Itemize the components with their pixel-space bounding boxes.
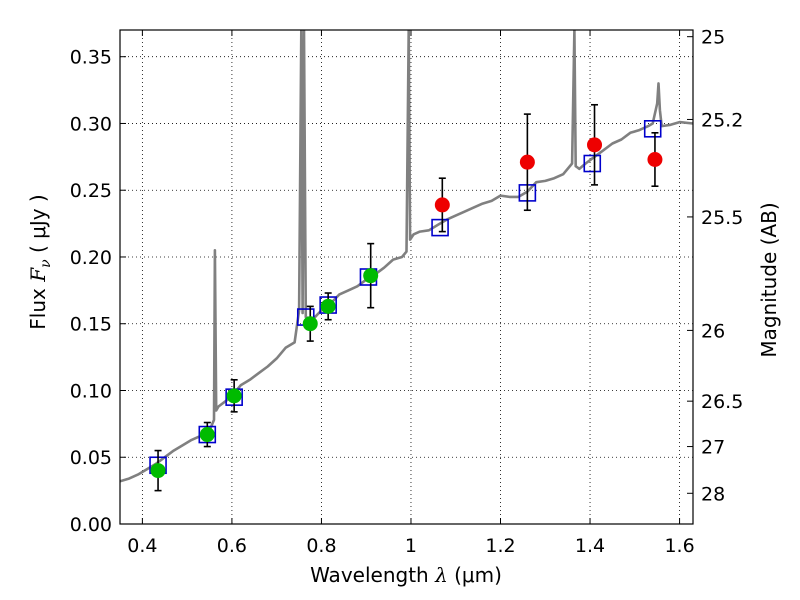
right-tick-label: 26 xyxy=(701,320,725,342)
right-tick-label: 27 xyxy=(701,437,725,459)
x-tick-label: 0.8 xyxy=(306,535,336,557)
spectrum-line xyxy=(120,30,693,483)
plot-area xyxy=(120,30,693,492)
model-square-marker xyxy=(583,154,602,173)
x-tick-label: 1.2 xyxy=(485,535,515,557)
axes-frame xyxy=(119,29,694,525)
axis-labels: 0.4 0.6 0.8 1 1.2 1.4 1.6 0.00 0.05 0.10 0.15 0.20 0… xyxy=(70,27,744,557)
x-tick-label: 1 xyxy=(405,535,417,557)
nir-point xyxy=(647,152,663,168)
x-tick-label: 1.6 xyxy=(664,535,694,557)
grid xyxy=(120,30,693,525)
model-square-marker xyxy=(431,218,449,237)
y-tick-label: 0.25 xyxy=(70,180,112,202)
detection-point xyxy=(226,388,242,404)
axis-ticks xyxy=(120,30,693,525)
y-tick-label: 0.10 xyxy=(70,380,112,402)
y-tick-label: 0.15 xyxy=(70,314,112,336)
detection-point xyxy=(150,463,166,479)
x-axis-title: Wavelength λ (μm) xyxy=(310,563,502,587)
right-tick-label: 25 xyxy=(701,27,725,49)
detection-point xyxy=(320,298,336,314)
right-tick-label: 25.5 xyxy=(701,207,743,229)
y-tick-label: 0.20 xyxy=(70,247,112,269)
model-square-marker xyxy=(643,120,662,138)
right-axis-title: Magnitude (AB) xyxy=(757,202,781,357)
x-tick-label: 1.4 xyxy=(575,535,605,557)
detection-point xyxy=(363,268,379,284)
y-tick-label: 0.30 xyxy=(70,113,112,135)
nir-point xyxy=(434,197,450,213)
nir-point xyxy=(519,154,535,170)
x-tick-label: 0.6 xyxy=(217,535,247,557)
right-tick-label: 28 xyxy=(701,483,725,505)
right-tick-label: 26.5 xyxy=(701,391,743,413)
detection-point xyxy=(302,316,318,332)
x-tick-label: 0.4 xyxy=(127,535,157,557)
y-tick-label: 0.00 xyxy=(70,514,112,536)
detection-point xyxy=(199,427,215,443)
nir-point xyxy=(587,137,603,153)
y-tick-label: 0.05 xyxy=(70,447,112,469)
y-axis-title: Flux Fν ( μJy ) xyxy=(26,194,54,329)
y-tick-label: 0.35 xyxy=(70,47,112,69)
right-tick-label: 25.2 xyxy=(701,109,743,131)
